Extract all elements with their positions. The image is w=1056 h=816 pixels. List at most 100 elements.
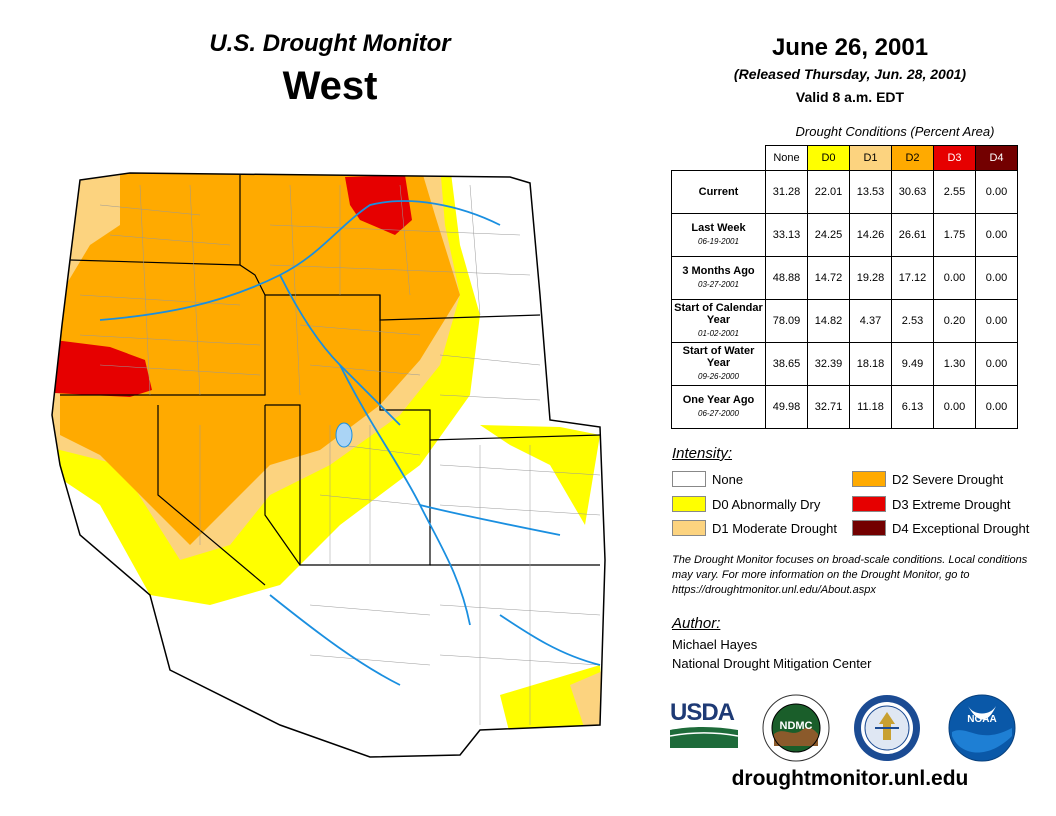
- table-cell: 22.01: [808, 171, 850, 214]
- table-cell: 30.63: [892, 171, 934, 214]
- table-cell: 49.98: [766, 386, 808, 429]
- drought-map: [40, 165, 660, 765]
- column-header-none: None: [766, 146, 808, 171]
- legend-label-d1: D1 Moderate Drought: [712, 521, 837, 536]
- legend-label-none: None: [712, 472, 743, 487]
- valid-time: Valid 8 a.m. EDT: [740, 89, 960, 105]
- ndmc-logo[interactable]: NDMC: [762, 694, 830, 762]
- table-cell: 0.00: [976, 300, 1018, 343]
- legend-label-d2: D2 Severe Drought: [892, 472, 1003, 487]
- row-date: 06-27-2000: [672, 408, 765, 420]
- table-cell: 0.00: [976, 214, 1018, 257]
- commerce-seal[interactable]: [853, 694, 921, 762]
- drought-regions: [40, 165, 660, 765]
- column-header-d0: D0: [808, 146, 850, 171]
- table-cell: 0.20: [934, 300, 976, 343]
- legend-swatch-d1: [672, 520, 706, 536]
- region-title: West: [180, 64, 480, 109]
- table-corner: [672, 146, 766, 171]
- row-label-text: Last Week: [691, 222, 745, 234]
- column-header-d4: D4: [976, 146, 1018, 171]
- table-row: Start of Calendar Year 01-02-2001 78.09 1…: [672, 300, 1018, 343]
- row-label-text: Start of Calendar Year: [674, 302, 763, 326]
- row-label: One Year Ago 06-27-2000: [672, 386, 766, 429]
- row-label-text: One Year Ago: [683, 394, 755, 406]
- table-cell: 0.00: [976, 343, 1018, 386]
- table-cell: 1.75: [934, 214, 976, 257]
- table-cell: 11.18: [850, 386, 892, 429]
- table-cell: 31.28: [766, 171, 808, 214]
- table-cell: 33.13: [766, 214, 808, 257]
- author-heading: Author:: [672, 615, 720, 632]
- row-label: Last Week 06-19-2001: [672, 214, 766, 257]
- table-cell: 18.18: [850, 343, 892, 386]
- usda-logo[interactable]: USDA: [670, 700, 738, 750]
- table-cell: 78.09: [766, 300, 808, 343]
- noaa-logo-text: NOAA: [948, 714, 1016, 725]
- author-organization: National Drought Mitigation Center: [672, 656, 871, 671]
- usda-logo-text: USDA: [670, 700, 738, 726]
- column-header-d3: D3: [934, 146, 976, 171]
- table-row: Start of Water Year 09-26-2000 38.65 32.3…: [672, 343, 1018, 386]
- row-label: Current: [672, 171, 766, 214]
- website-link[interactable]: droughtmonitor.unl.edu: [700, 767, 1000, 791]
- row-date: 03-27-2001: [672, 279, 765, 291]
- row-label-text: Start of Water Year: [683, 345, 755, 369]
- author-name: Michael Hayes: [672, 637, 757, 652]
- table-cell: 14.72: [808, 257, 850, 300]
- drought-conditions-table: None D0 D1 D2 D3 D4 Current 31.28 22.01 …: [671, 145, 1018, 429]
- table-cell: 32.71: [808, 386, 850, 429]
- column-header-d1: D1: [850, 146, 892, 171]
- table-cell: 0.00: [934, 257, 976, 300]
- table-cell: 14.82: [808, 300, 850, 343]
- disclaimer-note: The Drought Monitor focuses on broad-sca…: [672, 553, 1042, 598]
- table-cell: 2.55: [934, 171, 976, 214]
- table-row: 3 Months Ago 03-27-2001 48.88 14.72 19.28…: [672, 257, 1018, 300]
- table-cell: 2.53: [892, 300, 934, 343]
- table-cell: 32.39: [808, 343, 850, 386]
- table-cell: 1.30: [934, 343, 976, 386]
- table-cell: 0.00: [976, 386, 1018, 429]
- row-date: 09-26-2000: [672, 371, 765, 383]
- table-cell: 9.49: [892, 343, 934, 386]
- table-cell: 38.65: [766, 343, 808, 386]
- great-salt-lake: [336, 423, 352, 447]
- row-label: Start of Calendar Year 01-02-2001: [672, 300, 766, 343]
- table-row: Current 31.28 22.01 13.53 30.63 2.55 0.0…: [672, 171, 1018, 214]
- column-header-d2: D2: [892, 146, 934, 171]
- table-cell: 0.00: [934, 386, 976, 429]
- table-cell: 19.28: [850, 257, 892, 300]
- row-label: 3 Months Ago 03-27-2001: [672, 257, 766, 300]
- table-cell: 24.25: [808, 214, 850, 257]
- legend-label-d4: D4 Exceptional Drought: [892, 521, 1029, 536]
- release-date: (Released Thursday, Jun. 28, 2001): [690, 66, 1010, 82]
- legend-label-d0: D0 Abnormally Dry: [712, 497, 820, 512]
- legend-swatch-d3: [852, 496, 886, 512]
- table-cell: 4.37: [850, 300, 892, 343]
- commerce-seal-mark: [853, 694, 921, 762]
- map-date: June 26, 2001: [720, 34, 980, 62]
- row-label-text: Current: [699, 186, 739, 198]
- table-cell: 6.13: [892, 386, 934, 429]
- legend-title: Intensity:: [672, 445, 732, 462]
- legend-label-d3: D3 Extreme Drought: [892, 497, 1011, 512]
- table-row: One Year Ago 06-27-2000 49.98 32.71 11.18…: [672, 386, 1018, 429]
- legend-swatch-d2: [852, 471, 886, 487]
- table-cell: 48.88: [766, 257, 808, 300]
- row-label: Start of Water Year 09-26-2000: [672, 343, 766, 386]
- usda-logo-mark: [670, 726, 738, 748]
- legend-swatch-d0: [672, 496, 706, 512]
- noaa-logo[interactable]: NOAA: [948, 694, 1016, 762]
- table-cell: 17.12: [892, 257, 934, 300]
- row-label-text: 3 Months Ago: [682, 265, 754, 277]
- table-cell: 26.61: [892, 214, 934, 257]
- table-caption: Drought Conditions (Percent Area): [765, 124, 1025, 139]
- row-date: 06-19-2001: [672, 236, 765, 248]
- ndmc-logo-text: NDMC: [762, 720, 830, 732]
- table-cell: 0.00: [976, 257, 1018, 300]
- table-row: Last Week 06-19-2001 33.13 24.25 14.26 26…: [672, 214, 1018, 257]
- table-cell: 0.00: [976, 171, 1018, 214]
- legend-swatch-d4: [852, 520, 886, 536]
- table-cell: 14.26: [850, 214, 892, 257]
- table-cell: 13.53: [850, 171, 892, 214]
